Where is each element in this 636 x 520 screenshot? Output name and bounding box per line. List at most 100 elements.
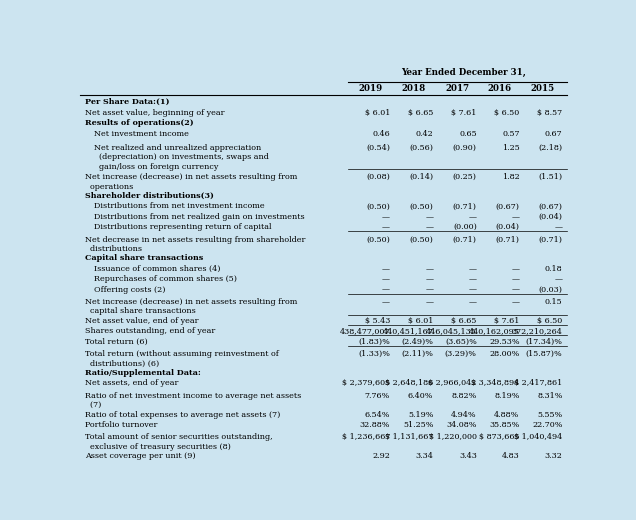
Text: (0.50): (0.50) bbox=[366, 202, 390, 211]
Text: (1.33)%: (1.33)% bbox=[358, 350, 390, 358]
Text: Results of operations(2): Results of operations(2) bbox=[85, 119, 194, 127]
Text: Portfolio turnover: Portfolio turnover bbox=[85, 421, 158, 429]
Text: Net increase (decrease) in net assets resulting from
  operations: Net increase (decrease) in net assets re… bbox=[85, 173, 298, 190]
Text: (1.51): (1.51) bbox=[539, 173, 562, 181]
Text: —: — bbox=[425, 298, 433, 306]
Text: —: — bbox=[382, 265, 390, 273]
Text: —: — bbox=[511, 213, 520, 221]
Text: 372,210,264: 372,210,264 bbox=[512, 327, 562, 335]
Text: $ 7.61: $ 7.61 bbox=[452, 109, 477, 116]
Text: 3.34: 3.34 bbox=[415, 452, 433, 460]
Text: 0.42: 0.42 bbox=[416, 129, 433, 137]
Text: (0.67): (0.67) bbox=[495, 202, 520, 211]
Text: (3.65)%: (3.65)% bbox=[445, 338, 477, 346]
Text: 0.67: 0.67 bbox=[545, 129, 562, 137]
Text: $ 873,665: $ 873,665 bbox=[479, 433, 520, 441]
Text: (0.50): (0.50) bbox=[366, 236, 390, 243]
Text: Total return (without assuming reinvestment of
  distributions) (6): Total return (without assuming reinvestm… bbox=[85, 350, 279, 368]
Text: $ 7.61: $ 7.61 bbox=[494, 317, 520, 325]
Text: (3.29)%: (3.29)% bbox=[445, 350, 477, 358]
Text: (0.04): (0.04) bbox=[495, 223, 520, 231]
Text: $ 1,220,000: $ 1,220,000 bbox=[429, 433, 477, 441]
Text: $ 6.65: $ 6.65 bbox=[452, 317, 477, 325]
Text: 438,477,007: 438,477,007 bbox=[340, 327, 390, 335]
Text: 7.76%: 7.76% bbox=[364, 392, 390, 400]
Text: —: — bbox=[511, 265, 520, 273]
Text: —: — bbox=[425, 265, 433, 273]
Text: 35.85%: 35.85% bbox=[489, 421, 520, 429]
Text: Year Ended December 31,: Year Ended December 31, bbox=[401, 69, 527, 77]
Text: 3.32: 3.32 bbox=[544, 452, 562, 460]
Text: Shareholder distributions(3): Shareholder distributions(3) bbox=[85, 192, 214, 200]
Text: Distributions from net investment income: Distributions from net investment income bbox=[94, 202, 265, 211]
Text: —: — bbox=[469, 298, 477, 306]
Text: 4.83: 4.83 bbox=[502, 452, 520, 460]
Text: 446,045,135: 446,045,135 bbox=[426, 327, 477, 335]
Text: 8.82%: 8.82% bbox=[452, 392, 477, 400]
Text: Total return (6): Total return (6) bbox=[85, 338, 148, 346]
Text: $ 6.65: $ 6.65 bbox=[408, 109, 433, 116]
Text: $ 6.01: $ 6.01 bbox=[408, 317, 433, 325]
Text: 2015: 2015 bbox=[531, 84, 555, 93]
Text: $ 6.50: $ 6.50 bbox=[494, 109, 520, 116]
Text: Issuance of common shares (4): Issuance of common shares (4) bbox=[94, 265, 221, 273]
Text: 51.25%: 51.25% bbox=[403, 421, 433, 429]
Text: —: — bbox=[555, 275, 562, 283]
Text: 2019: 2019 bbox=[358, 84, 382, 93]
Text: 0.18: 0.18 bbox=[545, 265, 562, 273]
Text: (0.67): (0.67) bbox=[539, 202, 562, 211]
Text: (1.83)%: (1.83)% bbox=[358, 338, 390, 346]
Text: Repurchases of common shares (5): Repurchases of common shares (5) bbox=[94, 275, 237, 283]
Text: —: — bbox=[511, 298, 520, 306]
Text: (0.71): (0.71) bbox=[539, 236, 562, 243]
Text: —: — bbox=[382, 285, 390, 294]
Text: Ratio/Supplemental Data:: Ratio/Supplemental Data: bbox=[85, 369, 201, 377]
Text: 1.25: 1.25 bbox=[502, 144, 520, 152]
Text: (0.00): (0.00) bbox=[453, 223, 477, 231]
Text: Net investment income: Net investment income bbox=[94, 129, 189, 137]
Text: $ 1,236,667: $ 1,236,667 bbox=[342, 433, 390, 441]
Text: 8.19%: 8.19% bbox=[494, 392, 520, 400]
Text: 1.82: 1.82 bbox=[502, 173, 520, 181]
Text: —: — bbox=[425, 223, 433, 231]
Text: 34.08%: 34.08% bbox=[446, 421, 477, 429]
Text: Total amount of senior securities outstanding,
  exclusive of treasury securitie: Total amount of senior securities outsta… bbox=[85, 433, 273, 451]
Text: Distributions from net realized gain on investments: Distributions from net realized gain on … bbox=[94, 213, 305, 221]
Text: 2.92: 2.92 bbox=[372, 452, 390, 460]
Text: $ 2,648,186: $ 2,648,186 bbox=[385, 380, 433, 387]
Text: Net asset value, end of year: Net asset value, end of year bbox=[85, 317, 199, 325]
Text: —: — bbox=[511, 285, 520, 294]
Text: Capital share transactions: Capital share transactions bbox=[85, 254, 204, 263]
Text: $ 5.43: $ 5.43 bbox=[364, 317, 390, 325]
Text: —: — bbox=[382, 275, 390, 283]
Text: 0.46: 0.46 bbox=[372, 129, 390, 137]
Text: (0.50): (0.50) bbox=[410, 202, 433, 211]
Text: (2.18): (2.18) bbox=[539, 144, 562, 152]
Text: (0.14): (0.14) bbox=[410, 173, 433, 181]
Text: 440,451,167: 440,451,167 bbox=[383, 327, 433, 335]
Text: —: — bbox=[469, 285, 477, 294]
Text: (0.71): (0.71) bbox=[495, 236, 520, 243]
Text: —: — bbox=[511, 275, 520, 283]
Text: Asset coverage per unit (9): Asset coverage per unit (9) bbox=[85, 452, 196, 460]
Text: 2016: 2016 bbox=[488, 84, 512, 93]
Text: —: — bbox=[425, 275, 433, 283]
Text: (0.50): (0.50) bbox=[410, 236, 433, 243]
Text: Net assets, end of year: Net assets, end of year bbox=[85, 380, 179, 387]
Text: 6.40%: 6.40% bbox=[408, 392, 433, 400]
Text: (0.71): (0.71) bbox=[453, 202, 477, 211]
Text: 8.31%: 8.31% bbox=[537, 392, 562, 400]
Text: (0.56): (0.56) bbox=[410, 144, 433, 152]
Text: Ratio of total expenses to average net assets (7): Ratio of total expenses to average net a… bbox=[85, 411, 280, 419]
Text: $ 1,131,667: $ 1,131,667 bbox=[385, 433, 433, 441]
Text: (17.34)%: (17.34)% bbox=[525, 338, 562, 346]
Text: (0.90): (0.90) bbox=[453, 144, 477, 152]
Text: 0.65: 0.65 bbox=[459, 129, 477, 137]
Text: 0.57: 0.57 bbox=[502, 129, 520, 137]
Text: Shares outstanding, end of year: Shares outstanding, end of year bbox=[85, 327, 216, 335]
Text: —: — bbox=[425, 285, 433, 294]
Text: Ratio of net investment income to average net assets
  (7): Ratio of net investment income to averag… bbox=[85, 392, 301, 409]
Text: —: — bbox=[469, 213, 477, 221]
Text: Net increase (decrease) in net assets resulting from
  capital share transaction: Net increase (decrease) in net assets re… bbox=[85, 298, 298, 316]
Text: $ 2,966,042: $ 2,966,042 bbox=[429, 380, 477, 387]
